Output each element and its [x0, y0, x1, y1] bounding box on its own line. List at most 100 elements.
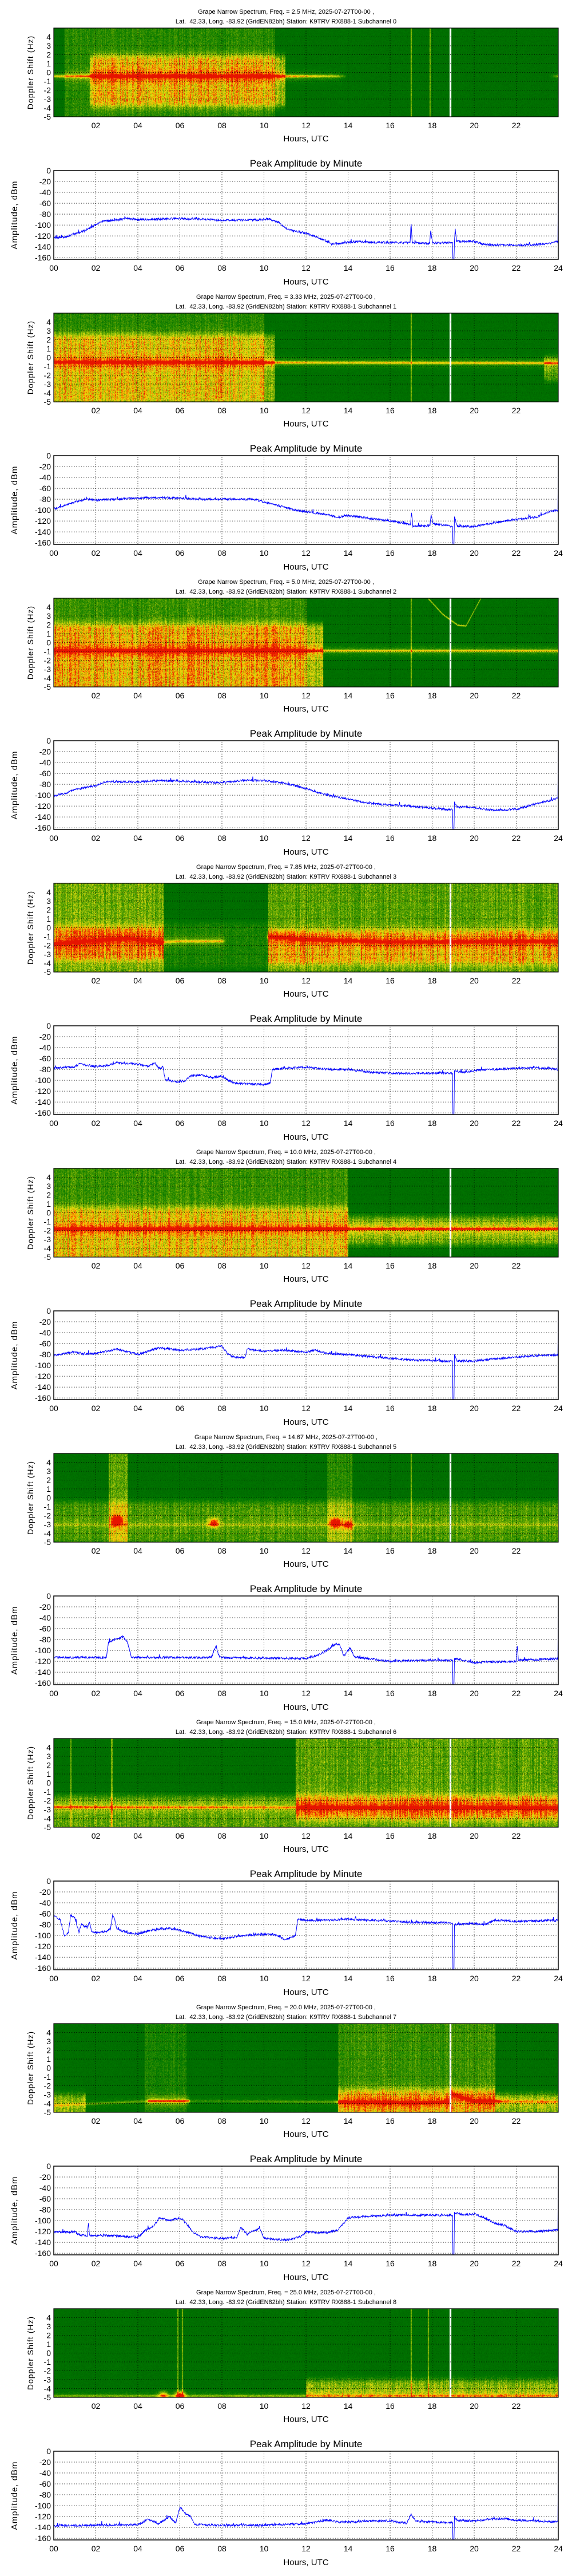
amplitude-xtick-label: 14 [344, 1974, 353, 1983]
spectrogram-ytick-label: 3 [46, 41, 51, 50]
amplitude-series-line [53, 170, 559, 260]
amplitude-ylabel: Amplitude, dBm [10, 2176, 19, 2245]
spectrogram-xtick-label: 22 [512, 1261, 521, 1270]
amplitude-ytick-label: -60 [39, 1054, 51, 1063]
amplitude-ytick-label: -100 [35, 1361, 51, 1370]
spectrogram-ytick-label: -1 [44, 2357, 51, 2366]
amplitude-xtick-label: 14 [344, 263, 353, 272]
amplitude-xtick-label: 12 [301, 2259, 311, 2268]
spectrogram-xtick-label: 18 [428, 121, 437, 130]
amplitude-xtick-label: 22 [512, 2544, 521, 2553]
amplitude-title: Peak Amplitude by Minute [250, 1013, 363, 1024]
amplitude-ytick-label: -140 [35, 1953, 51, 1962]
amplitude-xtick-label: 12 [301, 263, 311, 272]
amplitude-xtick-label: 24 [554, 833, 563, 843]
spectrogram-xtick-label: 08 [217, 1831, 227, 1840]
spectrogram-xtick-label: 08 [217, 2116, 227, 2125]
amplitude-ytick-label: -100 [35, 220, 51, 230]
amplitude-xlabel: Hours, UTC [283, 1702, 328, 1712]
channel-axes: 02 04 06 08 10 12 14 16 18 20 22-5-4-3-2-101234Hou… [10, 2308, 563, 2567]
spectrogram-xtick-label: 06 [176, 1261, 185, 1270]
spectrogram-ytick-label: -1 [44, 362, 51, 371]
amplitude-ytick-label: -100 [35, 1931, 51, 1940]
amplitude-xtick-label: 12 [301, 1974, 311, 1983]
channel-panel: Grape Narrow Spectrum, Freq. = 10.0 MHz,… [0, 1140, 572, 1427]
spectrogram-title: Lat. 42.33, Long. -83.92 (GridEN82bh) St… [175, 2299, 397, 2306]
amplitude-ytick-label: -20 [39, 462, 51, 471]
spectrogram-xtick-label: 02 [92, 406, 101, 415]
amplitude-xtick-label: 08 [217, 263, 227, 272]
amplitude-ytick-label: -40 [39, 2468, 51, 2478]
channel-panel: Grape Narrow Spectrum, Freq. = 5.0 MHz, … [0, 570, 572, 857]
spectrogram-xtick-label: 08 [217, 691, 227, 700]
spectrogram-xtick-label: 18 [428, 691, 437, 700]
spectrogram-ytick-label: 1 [46, 59, 51, 68]
amplitude-xtick-label: 18 [428, 1689, 437, 1698]
spectrogram-xtick-label: 20 [470, 121, 479, 130]
amplitude-xtick-label: 08 [217, 548, 227, 558]
spectrogram-xtick-label: 04 [133, 406, 142, 415]
amplitude-ytick-label: -20 [39, 2458, 51, 2467]
amplitude-ytick-label: -120 [35, 516, 51, 526]
amplitude-ytick-label: -120 [35, 1657, 51, 1666]
spectrogram-ytick-label: 4 [46, 33, 51, 42]
spectrogram-xtick-label: 12 [301, 1261, 311, 1270]
amplitude-frame [53, 455, 559, 545]
amplitude-ylabel: Amplitude, dBm [10, 181, 19, 250]
spectrogram-xtick-label: 12 [301, 1831, 311, 1840]
amplitude-xtick-label: 14 [344, 1119, 353, 1128]
spectrogram-ytick-label: 0 [46, 2349, 51, 2358]
amplitude-ytick-label: -140 [35, 2238, 51, 2247]
spectrogram-xtick-label: 04 [133, 1831, 142, 1840]
amplitude-ytick-label: -20 [39, 1317, 51, 1326]
spectrogram-xtick-label: 16 [386, 1546, 395, 1555]
amplitude-ytick-label: -20 [39, 1602, 51, 1611]
channel-panel: Grape Narrow Spectrum, Freq. = 14.67 MHz… [0, 1425, 572, 1712]
amplitude-xtick-label: 02 [92, 1689, 101, 1698]
spectrogram-xtick-label: 12 [301, 121, 311, 130]
spectrogram-xtick-label: 04 [133, 976, 142, 985]
amplitude-xtick-label: 02 [92, 548, 101, 558]
amplitude-title: Peak Amplitude by Minute [250, 2439, 363, 2449]
spectrogram-xtick-label: 02 [92, 1831, 101, 1840]
amplitude-ytick-label: -120 [35, 801, 51, 811]
amplitude-ytick-label: -40 [39, 1328, 51, 1337]
amplitude-ytick-label: -80 [39, 780, 51, 789]
amplitude-ytick-label: -60 [39, 2479, 51, 2488]
amplitude-ylabel: Amplitude, dBm [10, 1606, 19, 1675]
spectrogram-ytick-label: 4 [46, 2028, 51, 2037]
amplitude-xtick-label: 00 [49, 1689, 58, 1698]
amplitude-xtick-label: 12 [301, 1404, 311, 1413]
amplitude-xtick-label: 04 [133, 548, 142, 558]
spectrogram-xtick-label: 10 [260, 1261, 269, 1270]
channel-panel: Grape Narrow Spectrum, Freq. = 15.0 MHz,… [0, 1710, 572, 1997]
spectrogram-xtick-label: 02 [92, 976, 101, 985]
spectrogram-xtick-label: 14 [344, 1546, 353, 1555]
channel-panel: Grape Narrow Spectrum, Freq. = 25.0 MHz,… [0, 2281, 572, 2567]
amplitude-ylabel: Amplitude, dBm [10, 1891, 19, 1960]
amplitude-ytick-label: -60 [39, 2194, 51, 2203]
amplitude-ytick-label: -20 [39, 1032, 51, 1041]
amplitude-xtick-label: 00 [49, 2259, 58, 2268]
spectrogram-xtick-label: 14 [344, 2116, 353, 2125]
spectrogram-ytick-label: -4 [44, 2384, 51, 2393]
spectrogram-ylabel: Doppler Shift (Hz) [26, 321, 35, 394]
spectrogram-ytick-label: -4 [44, 2099, 51, 2108]
spectrogram-xtick-label: 04 [133, 691, 142, 700]
spectrogram-ytick-label: 1 [46, 1484, 51, 1494]
spectrogram-xtick-label: 20 [470, 2401, 479, 2411]
spectrogram-xtick-label: 22 [512, 1546, 521, 1555]
amplitude-xtick-label: 16 [386, 1404, 395, 1413]
spectrogram-ylabel: Doppler Shift (Hz) [26, 606, 35, 679]
amplitude-xtick-label: 10 [260, 1404, 269, 1413]
spectrogram-xtick-label: 06 [176, 691, 185, 700]
spectrogram-frame [53, 598, 559, 688]
spectrogram-ytick-label: 2 [46, 2331, 51, 2340]
amplitude-xtick-label: 24 [554, 548, 563, 558]
amplitude-xtick-label: 10 [260, 2544, 269, 2553]
spectrogram-xtick-label: 06 [176, 1546, 185, 1555]
amplitude-xtick-label: 06 [176, 263, 185, 272]
channel-axes: 02 04 06 08 10 12 14 16 18 20 22-5-4-3-2-101234Hou… [10, 313, 563, 572]
spectrogram-ytick-label: 0 [46, 353, 51, 362]
spectrogram-ylabel: Doppler Shift (Hz) [26, 1746, 35, 1820]
